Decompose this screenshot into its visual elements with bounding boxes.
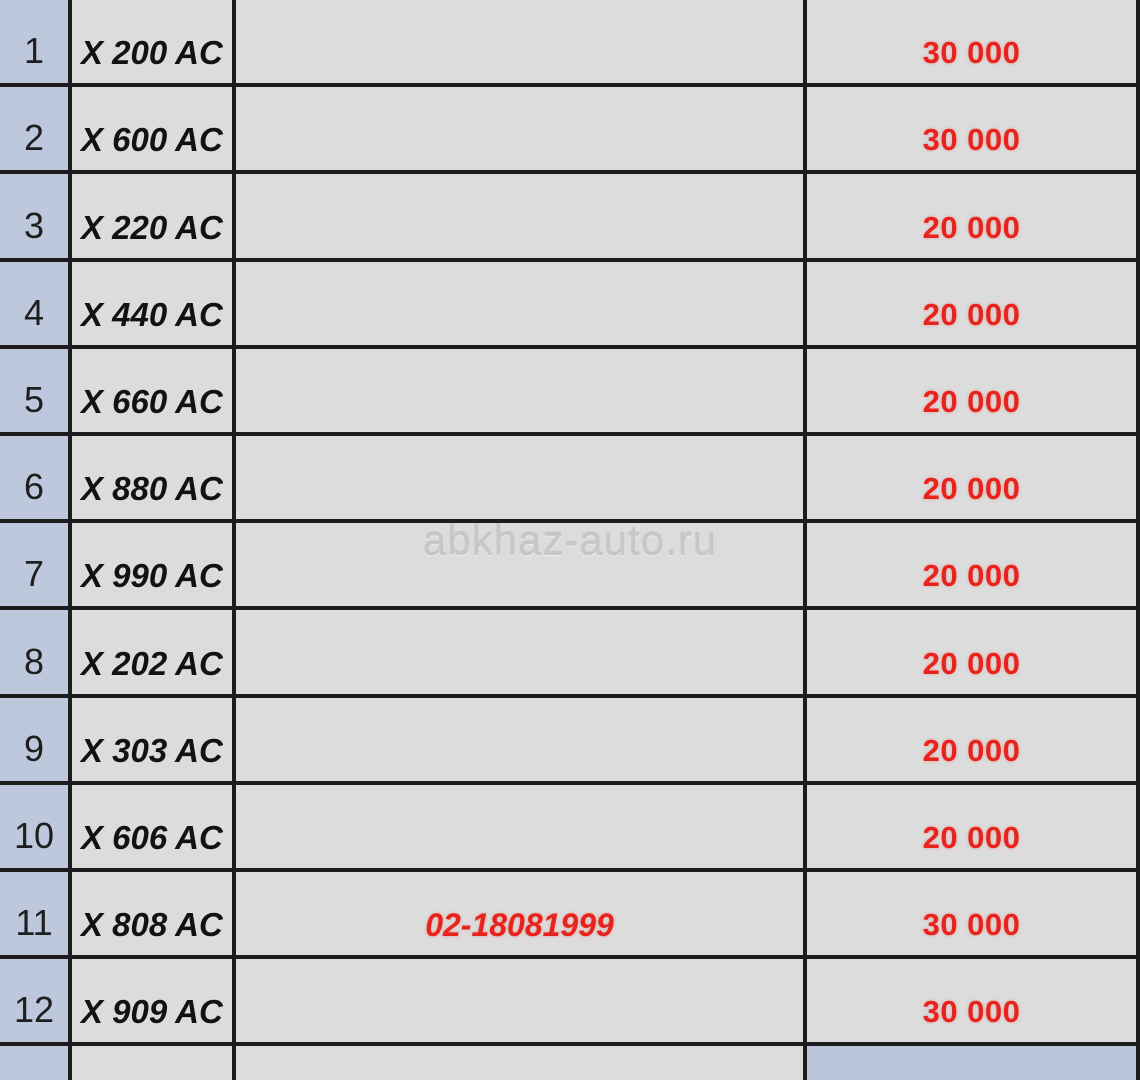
row-number-cell: 12: [0, 959, 72, 1043]
table-row: 6 X 880 AC 20 000: [0, 435, 1140, 524]
description-cell: [236, 959, 807, 1043]
model-cell: X 909 AC: [72, 959, 236, 1043]
row-number-cell: 10: [0, 784, 72, 868]
model-cell: X 202 AC: [72, 610, 236, 694]
description-cell: [236, 610, 807, 694]
table-row: 8 X 202 AC 20 000: [0, 610, 1140, 698]
description-cell: [236, 261, 807, 345]
description-cell: [236, 87, 807, 171]
price-cell: 20 000: [807, 348, 1140, 432]
price-cell: 30 000: [807, 0, 1140, 84]
table-row: 5 X 660 AC 20 000: [0, 348, 1140, 436]
description-cell: [236, 1046, 807, 1080]
table-row: 11 X 808 AC 02-18081999 30 000: [0, 871, 1140, 960]
model-cell: X 303 AC: [72, 697, 236, 781]
model-cell: X 200 AC: [72, 0, 236, 84]
table-row: 12 X 909 AC 30 000: [0, 959, 1140, 1047]
table-row: 10 X 606 AC 20 000: [0, 784, 1140, 872]
row-number-cell: 4: [0, 261, 72, 345]
model-cell: X 808 AC: [72, 871, 236, 956]
table-row: 2 X 600 AC 30 000: [0, 87, 1140, 175]
description-cell: [236, 523, 807, 607]
description-cell: [236, 697, 807, 781]
model-cell: X 440 AC: [72, 261, 236, 345]
table-row: 9 X 303 AC 20 000: [0, 697, 1140, 785]
model-cell: X 660 AC: [72, 348, 236, 432]
price-cell: 20 000: [807, 784, 1140, 868]
table-row-partial: [0, 1046, 1140, 1080]
price-cell: 20 000: [807, 610, 1140, 694]
model-cell: X 880 AC: [72, 435, 236, 520]
price-cell: 20 000: [807, 174, 1140, 258]
row-number-cell: 11: [0, 871, 72, 956]
model-cell: [72, 1046, 236, 1080]
row-number-cell: 3: [0, 174, 72, 258]
description-cell: [236, 348, 807, 432]
table-row: 7 X 990 AC 20 000: [0, 523, 1140, 611]
model-cell: X 990 AC: [72, 523, 236, 607]
price-cell: 20 000: [807, 261, 1140, 345]
row-number-cell: [0, 1046, 72, 1080]
model-cell: X 606 AC: [72, 784, 236, 868]
row-number-cell: 1: [0, 0, 72, 84]
table-row: 3 X 220 AC 20 000: [0, 174, 1140, 262]
row-number-cell: 6: [0, 435, 72, 520]
row-number-cell: 7: [0, 523, 72, 607]
price-cell: 30 000: [807, 871, 1140, 956]
price-cell: 20 000: [807, 435, 1140, 520]
description-cell: [236, 784, 807, 868]
row-number-cell: 9: [0, 697, 72, 781]
row-number-cell: 8: [0, 610, 72, 694]
price-cell: 20 000: [807, 523, 1140, 607]
row-number-cell: 2: [0, 87, 72, 171]
description-cell: [236, 174, 807, 258]
description-cell: [236, 435, 807, 520]
price-cell: 30 000: [807, 959, 1140, 1043]
table-row: 1 X 200 AC 30 000: [0, 0, 1140, 88]
phone-number-cell: 02-18081999: [236, 871, 807, 956]
description-cell: [236, 0, 807, 84]
row-number-cell: 5: [0, 348, 72, 432]
price-cell: [807, 1046, 1140, 1080]
price-cell: 30 000: [807, 87, 1140, 171]
price-cell: 20 000: [807, 697, 1140, 781]
table-row: 4 X 440 AC 20 000: [0, 261, 1140, 349]
model-cell: X 600 AC: [72, 87, 236, 171]
model-cell: X 220 AC: [72, 174, 236, 258]
